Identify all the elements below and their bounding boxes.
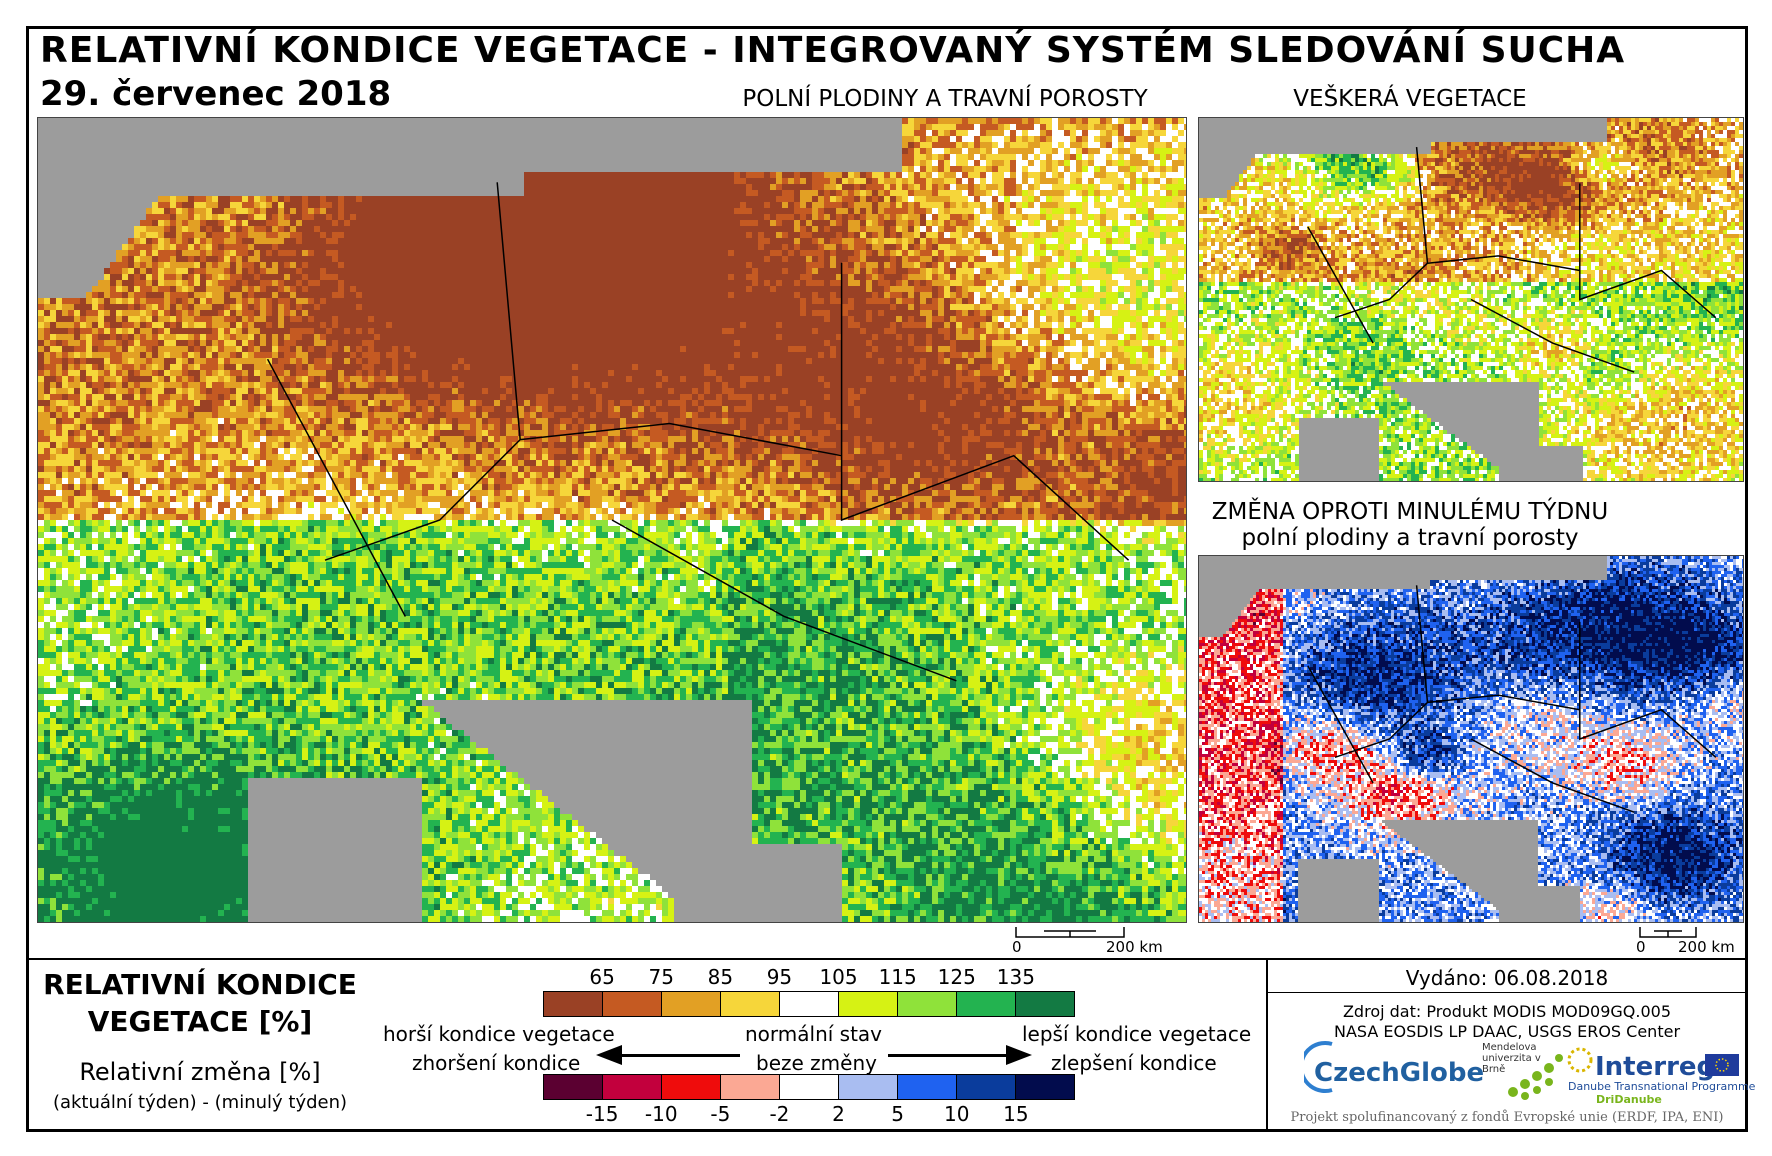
worse-condition-label: horší kondice vegetace xyxy=(383,1022,615,1046)
change-map-title: ZMĚNA OPROTI MINULÉMU TÝDNU xyxy=(1180,499,1640,525)
condition-swatch xyxy=(957,992,1016,1016)
condition-tick-label: 135 xyxy=(997,965,1035,989)
change-map-subtitle: polní plodiny a travní porosty xyxy=(1180,525,1640,551)
change-colorbar xyxy=(543,1074,1075,1100)
main-scale-zero: 0 xyxy=(1012,938,1022,956)
page-title: RELATIVNÍ KONDICE VEGETACE - INTEGROVANÝ… xyxy=(40,30,1625,71)
eu-flag-icon xyxy=(1705,1054,1739,1076)
map-date: 29. červenec 2018 xyxy=(40,74,391,114)
change-tick-label: -5 xyxy=(710,1102,730,1126)
condition-colorbar xyxy=(543,991,1075,1017)
better-condition-label: lepší kondice vegetace xyxy=(1022,1022,1251,1046)
small-scale-distance: 200 km xyxy=(1678,938,1735,956)
data-source-line2: NASA EOSDIS LP DAAC, USGS EROS Center xyxy=(1268,1022,1746,1041)
interreg-programme: Danube Transnational Programme xyxy=(1568,1080,1755,1093)
change-tick-label: -15 xyxy=(586,1102,619,1126)
dridanube-label: DriDanube xyxy=(1596,1093,1662,1106)
right-arrow-shaft xyxy=(888,1054,1008,1057)
change-swatch xyxy=(780,1075,839,1099)
data-source-line1: Zdroj dat: Produkt MODIS MOD09GQ.005 xyxy=(1268,1002,1746,1021)
change-tick-label: -10 xyxy=(645,1102,678,1126)
condition-tick-label: 95 xyxy=(767,965,792,989)
main-map-title: POLNÍ PLODINY A TRAVNÍ POROSTY xyxy=(660,86,1230,112)
left-arrow-shaft xyxy=(620,1054,740,1057)
change-swatch xyxy=(898,1075,957,1099)
map-all-raster xyxy=(1199,118,1743,481)
condition-tick-label: 65 xyxy=(589,965,614,989)
condition-tick-label: 125 xyxy=(938,965,976,989)
condition-tick-label: 105 xyxy=(819,965,857,989)
no-change-label: beze změny xyxy=(756,1051,877,1075)
figure-frame xyxy=(26,26,1748,1132)
condition-swatch xyxy=(544,992,603,1016)
main-scale-graphic xyxy=(1015,927,1125,938)
condition-swatch xyxy=(721,992,780,1016)
main-condition-map xyxy=(37,117,1187,923)
czechglobe-logo-icon xyxy=(1304,1041,1333,1093)
small-scale-zero: 0 xyxy=(1636,938,1646,956)
map-change-raster xyxy=(1199,556,1743,922)
legend-change-label: Relativní změna [%] xyxy=(30,1058,370,1086)
change-tick-label: 2 xyxy=(832,1102,845,1126)
change-tick-label: 10 xyxy=(944,1102,969,1126)
interreg-logo: Interreg xyxy=(1595,1052,1715,1082)
info-divider xyxy=(1266,958,1268,1132)
change-tick-label: -2 xyxy=(769,1102,789,1126)
all-vegetation-map xyxy=(1198,117,1744,482)
condition-swatch xyxy=(662,992,721,1016)
map-main-raster xyxy=(38,118,1186,922)
interreg-emblem-icon xyxy=(1567,1047,1593,1073)
improvement-label: zlepšení kondice xyxy=(1051,1051,1217,1075)
legend-divider xyxy=(26,958,1748,960)
mendel-university-logo: Mendelova univerzita v Brně xyxy=(1482,1042,1562,1075)
issued-date: Vydáno: 06.08.2018 xyxy=(1268,966,1746,990)
condition-tick-label: 75 xyxy=(648,965,673,989)
change-swatch xyxy=(839,1075,898,1099)
left-arrow-icon xyxy=(596,1045,622,1065)
right-arrow-icon xyxy=(1006,1045,1032,1065)
legend-title-line1: RELATIVNÍ KONDICE xyxy=(30,966,370,1004)
condition-tick-label: 115 xyxy=(879,965,917,989)
condition-tick-label: 85 xyxy=(708,965,733,989)
condition-swatch xyxy=(603,992,662,1016)
condition-swatch xyxy=(780,992,839,1016)
condition-swatch xyxy=(1016,992,1074,1016)
change-swatch xyxy=(1016,1075,1074,1099)
all-vegetation-map-title: VEŠKERÁ VEGETACE xyxy=(1210,86,1610,112)
change-swatch xyxy=(662,1075,721,1099)
mendel-dots-icon xyxy=(1508,1054,1563,1100)
weekly-change-map xyxy=(1198,555,1744,923)
condition-swatch xyxy=(839,992,898,1016)
legend-title-line2: VEGETACE [%] xyxy=(30,1003,370,1041)
small-scale-graphic xyxy=(1639,927,1697,938)
condition-swatch xyxy=(898,992,957,1016)
main-scale-distance: 200 km xyxy=(1106,938,1163,956)
change-swatch xyxy=(721,1075,780,1099)
normal-state-label: normální stav xyxy=(745,1022,882,1046)
change-swatch xyxy=(957,1075,1016,1099)
eu-funding-footer: Projekt spolufinancovaný z fondů Evropsk… xyxy=(1268,1110,1746,1125)
legend-change-formula: (aktuální týden) - (minulý týden) xyxy=(30,1092,370,1113)
change-swatch xyxy=(603,1075,662,1099)
worsening-label: zhoršení kondice xyxy=(412,1051,580,1075)
change-swatch xyxy=(544,1075,603,1099)
czechglobe-logo: CzechGlobe xyxy=(1314,1058,1484,1088)
change-tick-label: 15 xyxy=(1003,1102,1028,1126)
change-tick-label: 5 xyxy=(891,1102,904,1126)
issued-divider xyxy=(1266,992,1748,993)
